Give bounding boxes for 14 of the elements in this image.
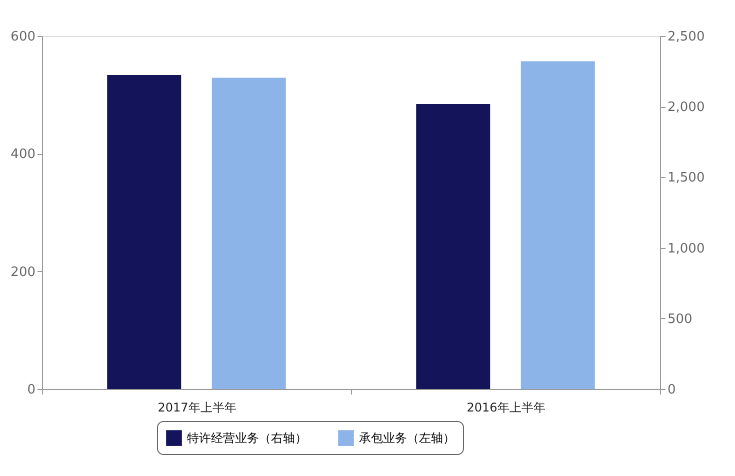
legend-label: 承包业务（左轴）: [359, 431, 455, 446]
y2-tick-label: 2,500: [668, 30, 705, 44]
y2-tick-label: 2,000: [668, 100, 705, 116]
x-tick-label: 2017年上半年: [158, 400, 236, 414]
x-tick-label: 2016年上半年: [466, 400, 546, 414]
y-tick-label: 600: [10, 30, 36, 44]
y2-tick-label: 0: [668, 382, 676, 398]
y2-tick-label: 1,000: [668, 241, 705, 256]
y2-tick-label: 1,500: [668, 170, 705, 186]
y-tick-label: 0: [27, 382, 36, 398]
y2-tick-label: 500: [668, 312, 692, 327]
legend-label: 特许经营业务（右轴）: [187, 431, 307, 446]
y-tick-label: 400: [10, 147, 36, 162]
y-tick-label: 200: [10, 264, 36, 280]
